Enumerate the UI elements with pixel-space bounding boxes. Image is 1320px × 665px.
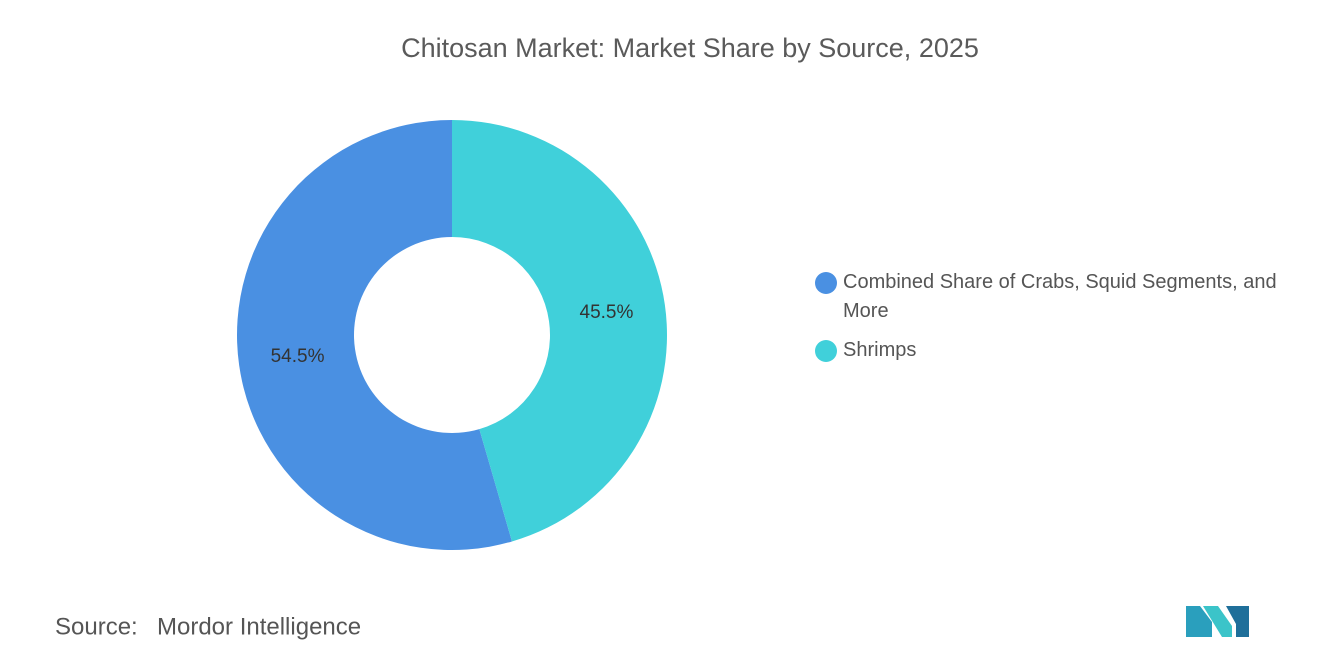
source-label: Source:	[55, 613, 138, 640]
donut-slice	[452, 120, 667, 542]
data-label: 45.5%	[580, 302, 634, 323]
data-label: 54.5%	[271, 346, 325, 367]
legend-item: Shrimps	[815, 336, 1285, 365]
source: Mordor Intelligence	[157, 613, 361, 640]
legend-label: Shrimps	[843, 339, 917, 361]
chart-title: Chitosan Market: Market Share by Source,…	[401, 33, 979, 63]
legend-marker	[815, 340, 837, 362]
legend-item: Combined Share of Crabs, Squid Segments,…	[815, 268, 1285, 326]
legend-marker	[815, 272, 837, 294]
legend: Combined Share of Crabs, Squid Segments,…	[815, 268, 1285, 375]
legend-label: Combined Share of Crabs, Squid Segments,…	[843, 271, 1277, 322]
donut-slice	[236, 120, 512, 550]
logo	[1186, 606, 1249, 637]
